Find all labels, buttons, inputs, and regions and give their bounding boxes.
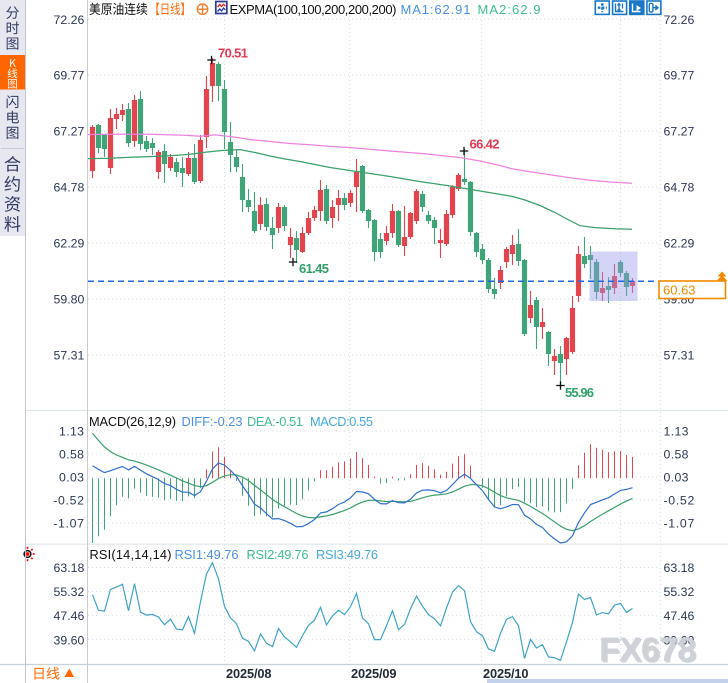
svg-text:57.31: 57.31: [664, 349, 695, 363]
svg-text:69.77: 69.77: [54, 69, 85, 83]
svg-text:1.13: 1.13: [59, 425, 84, 439]
svg-text:-0.52: -0.52: [664, 494, 695, 508]
svg-text:FX678: FX678: [599, 631, 696, 669]
svg-text:55.32: 55.32: [664, 585, 695, 599]
svg-text:47.46: 47.46: [664, 609, 695, 623]
svg-text:RSI(14,14,14): RSI(14,14,14): [90, 547, 172, 562]
svg-text:39.60: 39.60: [664, 633, 695, 647]
svg-text:0.03: 0.03: [59, 471, 84, 485]
svg-text:55.96: 55.96: [565, 385, 594, 400]
svg-text:57.31: 57.31: [54, 349, 85, 363]
svg-text:-1.07: -1.07: [664, 517, 695, 531]
svg-text:0.58: 0.58: [664, 448, 689, 462]
svg-text:MACD(26,12,9): MACD(26,12,9): [89, 414, 176, 429]
svg-text:63.18: 63.18: [664, 561, 695, 575]
svg-text:39.60: 39.60: [54, 633, 85, 647]
svg-text:72.26: 72.26: [664, 13, 695, 27]
svg-text:72.26: 72.26: [54, 13, 85, 27]
svg-text:RSI1:49.76: RSI1:49.76: [175, 547, 239, 562]
svg-text:RSI2:49.76: RSI2:49.76: [247, 547, 309, 562]
svg-text:69.77: 69.77: [664, 69, 695, 83]
svg-text:2025/08: 2025/08: [226, 666, 272, 681]
svg-text:64.78: 64.78: [664, 181, 695, 195]
svg-text:2025/10: 2025/10: [483, 666, 529, 681]
svg-text:66.42: 66.42: [470, 137, 500, 152]
svg-text:55.32: 55.32: [54, 585, 85, 599]
svg-text:MACD:0.55: MACD:0.55: [310, 414, 373, 429]
svg-text:-0.52: -0.52: [53, 494, 84, 508]
svg-text:MA1:62.91: MA1:62.91: [401, 2, 471, 17]
svg-text:67.27: 67.27: [54, 125, 85, 139]
svg-text:-1.07: -1.07: [53, 517, 84, 531]
svg-text:DIFF:-0.23: DIFF:-0.23: [182, 414, 243, 429]
svg-text:62.29: 62.29: [54, 237, 85, 251]
svg-text:63.18: 63.18: [54, 561, 85, 575]
svg-text:62.29: 62.29: [664, 237, 695, 251]
svg-text:RSI3:49.76: RSI3:49.76: [316, 547, 378, 562]
svg-text:MA2:62.9: MA2:62.9: [478, 2, 541, 17]
svg-text:2025/09: 2025/09: [351, 666, 397, 681]
svg-text:47.46: 47.46: [54, 609, 85, 623]
svg-text:70.51: 70.51: [218, 46, 248, 61]
svg-text:61.45: 61.45: [299, 261, 329, 276]
svg-text:67.27: 67.27: [664, 125, 695, 139]
svg-text:59.80: 59.80: [54, 293, 85, 307]
svg-text:60.63: 60.63: [663, 283, 696, 298]
svg-text:64.78: 64.78: [54, 181, 85, 195]
svg-text:0.03: 0.03: [664, 471, 689, 485]
svg-text:1.13: 1.13: [664, 425, 689, 439]
svg-text:DEA:-0.51: DEA:-0.51: [247, 414, 303, 429]
svg-text:EXPMA(100,100,200,200,200): EXPMA(100,100,200,200,200): [230, 2, 397, 17]
svg-text:0.58: 0.58: [59, 448, 84, 462]
